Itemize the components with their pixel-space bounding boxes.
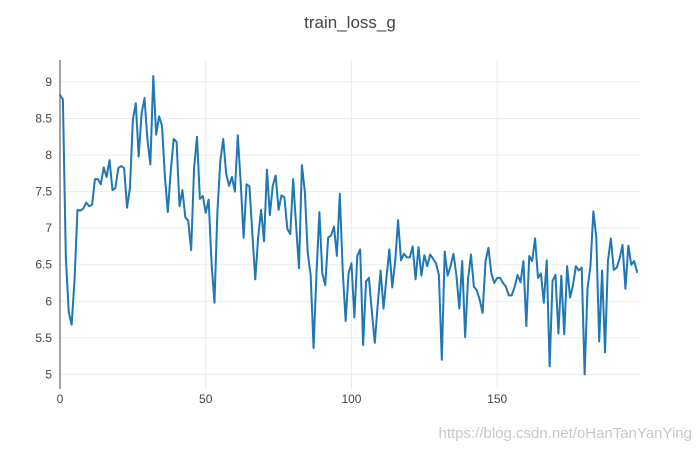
- y-tick-label: 8.5: [35, 111, 52, 125]
- series-layer: [59, 75, 639, 376]
- x-tick-label: 0: [57, 392, 64, 406]
- y-tick-label: 8: [45, 148, 52, 162]
- watermark-text: https://blog.csdn.net/oHanTanYanYing: [438, 425, 692, 442]
- x-tick-label: 100: [341, 392, 361, 406]
- y-tick-label: 5.5: [35, 331, 52, 345]
- y-tick-label: 6.5: [35, 258, 52, 272]
- grid-layer: [60, 60, 640, 389]
- y-tick-label: 7: [45, 221, 52, 235]
- x-tick-label: 50: [199, 392, 213, 406]
- y-tick-label: 5: [45, 367, 52, 381]
- chart-title: train_loss_g: [304, 13, 396, 32]
- x-tick-label: 150: [487, 392, 507, 406]
- series-line: [59, 75, 639, 376]
- tick-labels: 5 5.5 6 6.5 7 7.5 8 8.5 9 0 50 100 150: [35, 75, 507, 406]
- y-tick-label: 9: [45, 75, 52, 89]
- y-tick-label: 7.5: [35, 185, 52, 199]
- y-tick-label: 6: [45, 294, 52, 308]
